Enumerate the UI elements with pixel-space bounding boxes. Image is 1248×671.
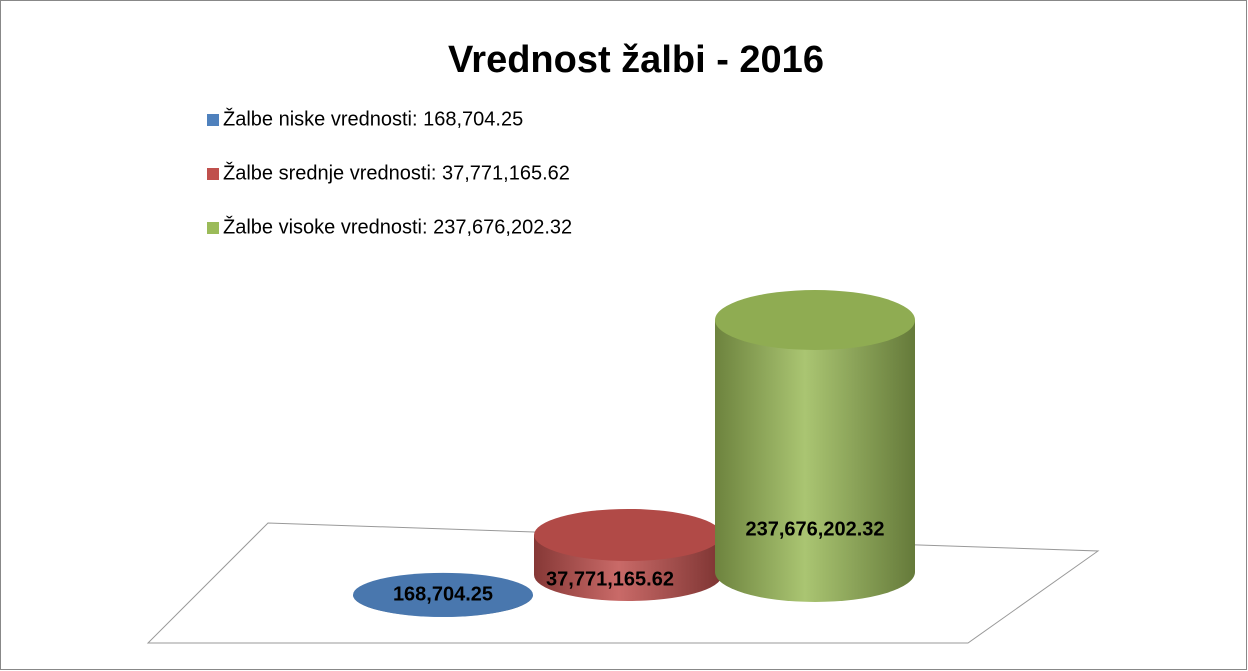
legend-label: Žalbe visoke vrednosti: 237,676,202.32	[223, 215, 572, 238]
legend-swatch	[207, 168, 219, 180]
legend-label: Žalbe niske vrednosti: 168,704.25	[223, 107, 523, 130]
bar	[353, 572, 533, 617]
data-label: 37,771,165.62	[546, 568, 674, 590]
bar	[534, 508, 722, 601]
bar-top	[353, 572, 533, 617]
bar	[715, 290, 915, 602]
data-label: 237,676,202.32	[745, 518, 884, 540]
chart-title: Vrednost žalbi - 2016	[448, 39, 824, 81]
bar-top	[715, 290, 915, 350]
bar-top	[534, 508, 722, 561]
data-label: 168,704.25	[393, 583, 493, 605]
legend-label: Žalbe srednje vrednosti: 37,771,165.62	[223, 161, 570, 184]
bar-body	[715, 320, 915, 602]
legend-swatch	[207, 114, 219, 126]
legend-swatch	[207, 222, 219, 234]
